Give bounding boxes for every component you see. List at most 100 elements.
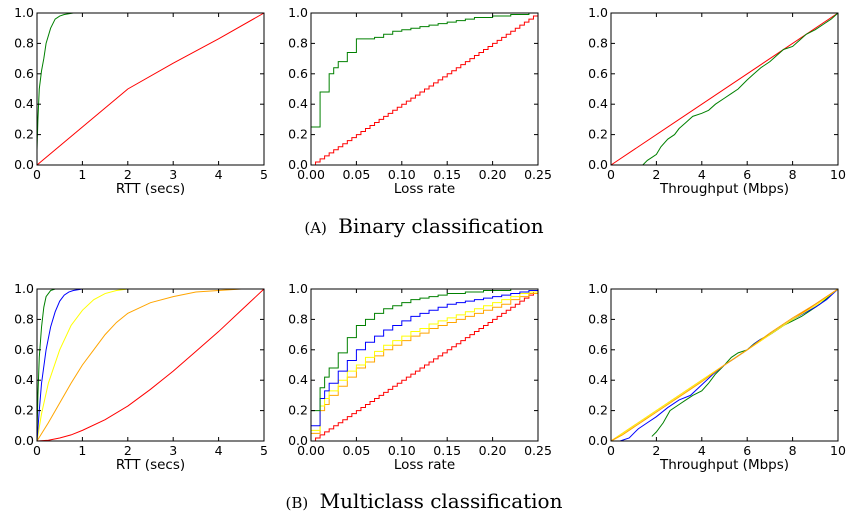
- x-axis-label: Throughput (Mbps): [659, 457, 789, 473]
- x-tick-label: 10: [830, 167, 846, 182]
- series-green-line: [311, 288, 538, 412]
- series-yellow-line: [610, 288, 839, 442]
- x-tick-label: 1: [78, 167, 86, 182]
- y-tick-label: 0.0: [588, 433, 608, 448]
- x-tick-label: 0.10: [388, 443, 416, 458]
- y-tick-label: 0.4: [288, 96, 308, 111]
- x-tick-label: 0.10: [388, 167, 416, 182]
- x-tick-label: 0.05: [342, 443, 370, 458]
- x-tick-label: 0.25: [524, 167, 552, 182]
- series-green-line: [36, 12, 83, 150]
- plot-frame: [610, 12, 839, 166]
- x-tick-label: 4: [698, 167, 706, 182]
- x-tick-label: 4: [215, 443, 223, 458]
- y-tick-label: 0.0: [288, 433, 308, 448]
- y-tick-label: 1.0: [14, 281, 34, 296]
- y-tick-label: 0.0: [588, 157, 608, 172]
- y-tick-label: 0.4: [588, 372, 608, 387]
- x-tick-label: 5: [260, 443, 268, 458]
- plot-frame: [610, 288, 839, 442]
- x-tick-label: 2: [652, 167, 660, 182]
- y-tick-label: 0.0: [14, 433, 34, 448]
- x-tick-label: 1: [78, 443, 86, 458]
- x-tick-label: 0: [607, 443, 615, 458]
- y-tick-label: 0.6: [588, 342, 608, 357]
- series-blue-line: [36, 288, 83, 442]
- x-tick-label: 2: [124, 443, 132, 458]
- x-tick-label: 4: [215, 167, 223, 182]
- series-red-line: [311, 13, 539, 166]
- x-axis-label: RTT (secs): [116, 457, 185, 473]
- x-tick-label: 2: [652, 443, 660, 458]
- y-tick-label: 0.8: [588, 311, 608, 326]
- series-orange-line: [610, 288, 839, 442]
- y-tick-label: 1.0: [14, 5, 34, 20]
- x-tick-label: 0.20: [479, 443, 507, 458]
- y-tick-label: 0.6: [288, 66, 308, 81]
- caption-b-label: (B): [286, 494, 309, 512]
- y-tick-label: 0.2: [14, 127, 34, 142]
- y-tick-label: 0.8: [588, 35, 608, 50]
- y-tick-label: 0.2: [588, 127, 608, 142]
- y-tick-label: 1.0: [288, 5, 308, 20]
- x-axis-label: RTT (secs): [116, 181, 185, 197]
- x-tick-label: 4: [698, 443, 706, 458]
- x-tick-label: 3: [169, 443, 177, 458]
- x-tick-label: 0: [607, 167, 615, 182]
- y-tick-label: 0.8: [288, 311, 308, 326]
- series-green-line: [642, 12, 839, 166]
- series-yellow-line: [311, 289, 539, 431]
- x-tick-label: 5: [260, 167, 268, 182]
- x-tick-label: 0.00: [297, 167, 325, 182]
- y-tick-label: 0.2: [288, 403, 308, 418]
- series-red-line: [311, 289, 539, 442]
- caption-a-text: Binary classification: [338, 214, 544, 238]
- series-green-line: [36, 288, 60, 434]
- plot-frame: [36, 288, 265, 442]
- x-tick-label: 0.25: [524, 443, 552, 458]
- series-orange-line: [36, 288, 264, 442]
- series-yellow-line: [36, 288, 151, 442]
- x-tick-label: 0.15: [433, 443, 461, 458]
- y-tick-label: 0.2: [288, 127, 308, 142]
- x-tick-label: 0.20: [479, 167, 507, 182]
- series-red-line: [36, 288, 265, 442]
- y-tick-label: 1.0: [588, 281, 608, 296]
- y-tick-label: 0.6: [14, 66, 34, 81]
- y-tick-label: 0.8: [14, 311, 34, 326]
- panel-b-loss: 0.00 0.05 0.10 0.15 0.20 0.25 0.0 0.2 0.4 0.6 0.8 1…: [288, 281, 552, 473]
- series-green-line: [651, 288, 839, 437]
- y-tick-label: 0.4: [14, 372, 34, 387]
- x-tick-label: 2: [124, 167, 132, 182]
- x-tick-label: 8: [789, 167, 797, 182]
- y-tick-label: 0.6: [14, 342, 34, 357]
- panel-a-rtt: 0 1 2 3 4 5 0.0 0.2 0.4 0.6 0.8 1.0 RTT (secs): [14, 5, 268, 197]
- x-tick-label: 0: [33, 443, 41, 458]
- y-tick-label: 1.0: [288, 281, 308, 296]
- y-tick-label: 0.0: [14, 157, 34, 172]
- series-blue-line: [311, 289, 539, 427]
- y-tick-label: 0.8: [14, 35, 34, 50]
- plot-frame: [310, 12, 539, 166]
- panel-b-thr: 0 2 4 6 8 10 0.0 0.2 0.4 0.6 0.8 1.0 Throughput (Mbp…: [588, 281, 846, 473]
- y-tick-label: 0.4: [588, 96, 608, 111]
- x-tick-label: 10: [830, 443, 846, 458]
- x-tick-label: 0.00: [297, 443, 325, 458]
- x-tick-label: 6: [743, 167, 751, 182]
- x-tick-label: 0.15: [433, 167, 461, 182]
- x-axis-label: Throughput (Mbps): [659, 181, 789, 197]
- series-red-line: [36, 12, 265, 166]
- series-green-line: [311, 12, 538, 128]
- x-tick-label: 8: [789, 443, 797, 458]
- y-tick-label: 0.2: [588, 403, 608, 418]
- caption-a: (A) Binary classification: [304, 214, 543, 238]
- x-tick-label: 6: [743, 443, 751, 458]
- caption-a-label: (A): [304, 219, 327, 237]
- plot-frame: [36, 12, 265, 166]
- x-axis-label: Loss rate: [394, 181, 455, 197]
- x-axis-label: Loss rate: [394, 457, 455, 473]
- y-tick-label: 0.0: [288, 157, 308, 172]
- caption-b-text: Multiclass classification: [320, 489, 563, 513]
